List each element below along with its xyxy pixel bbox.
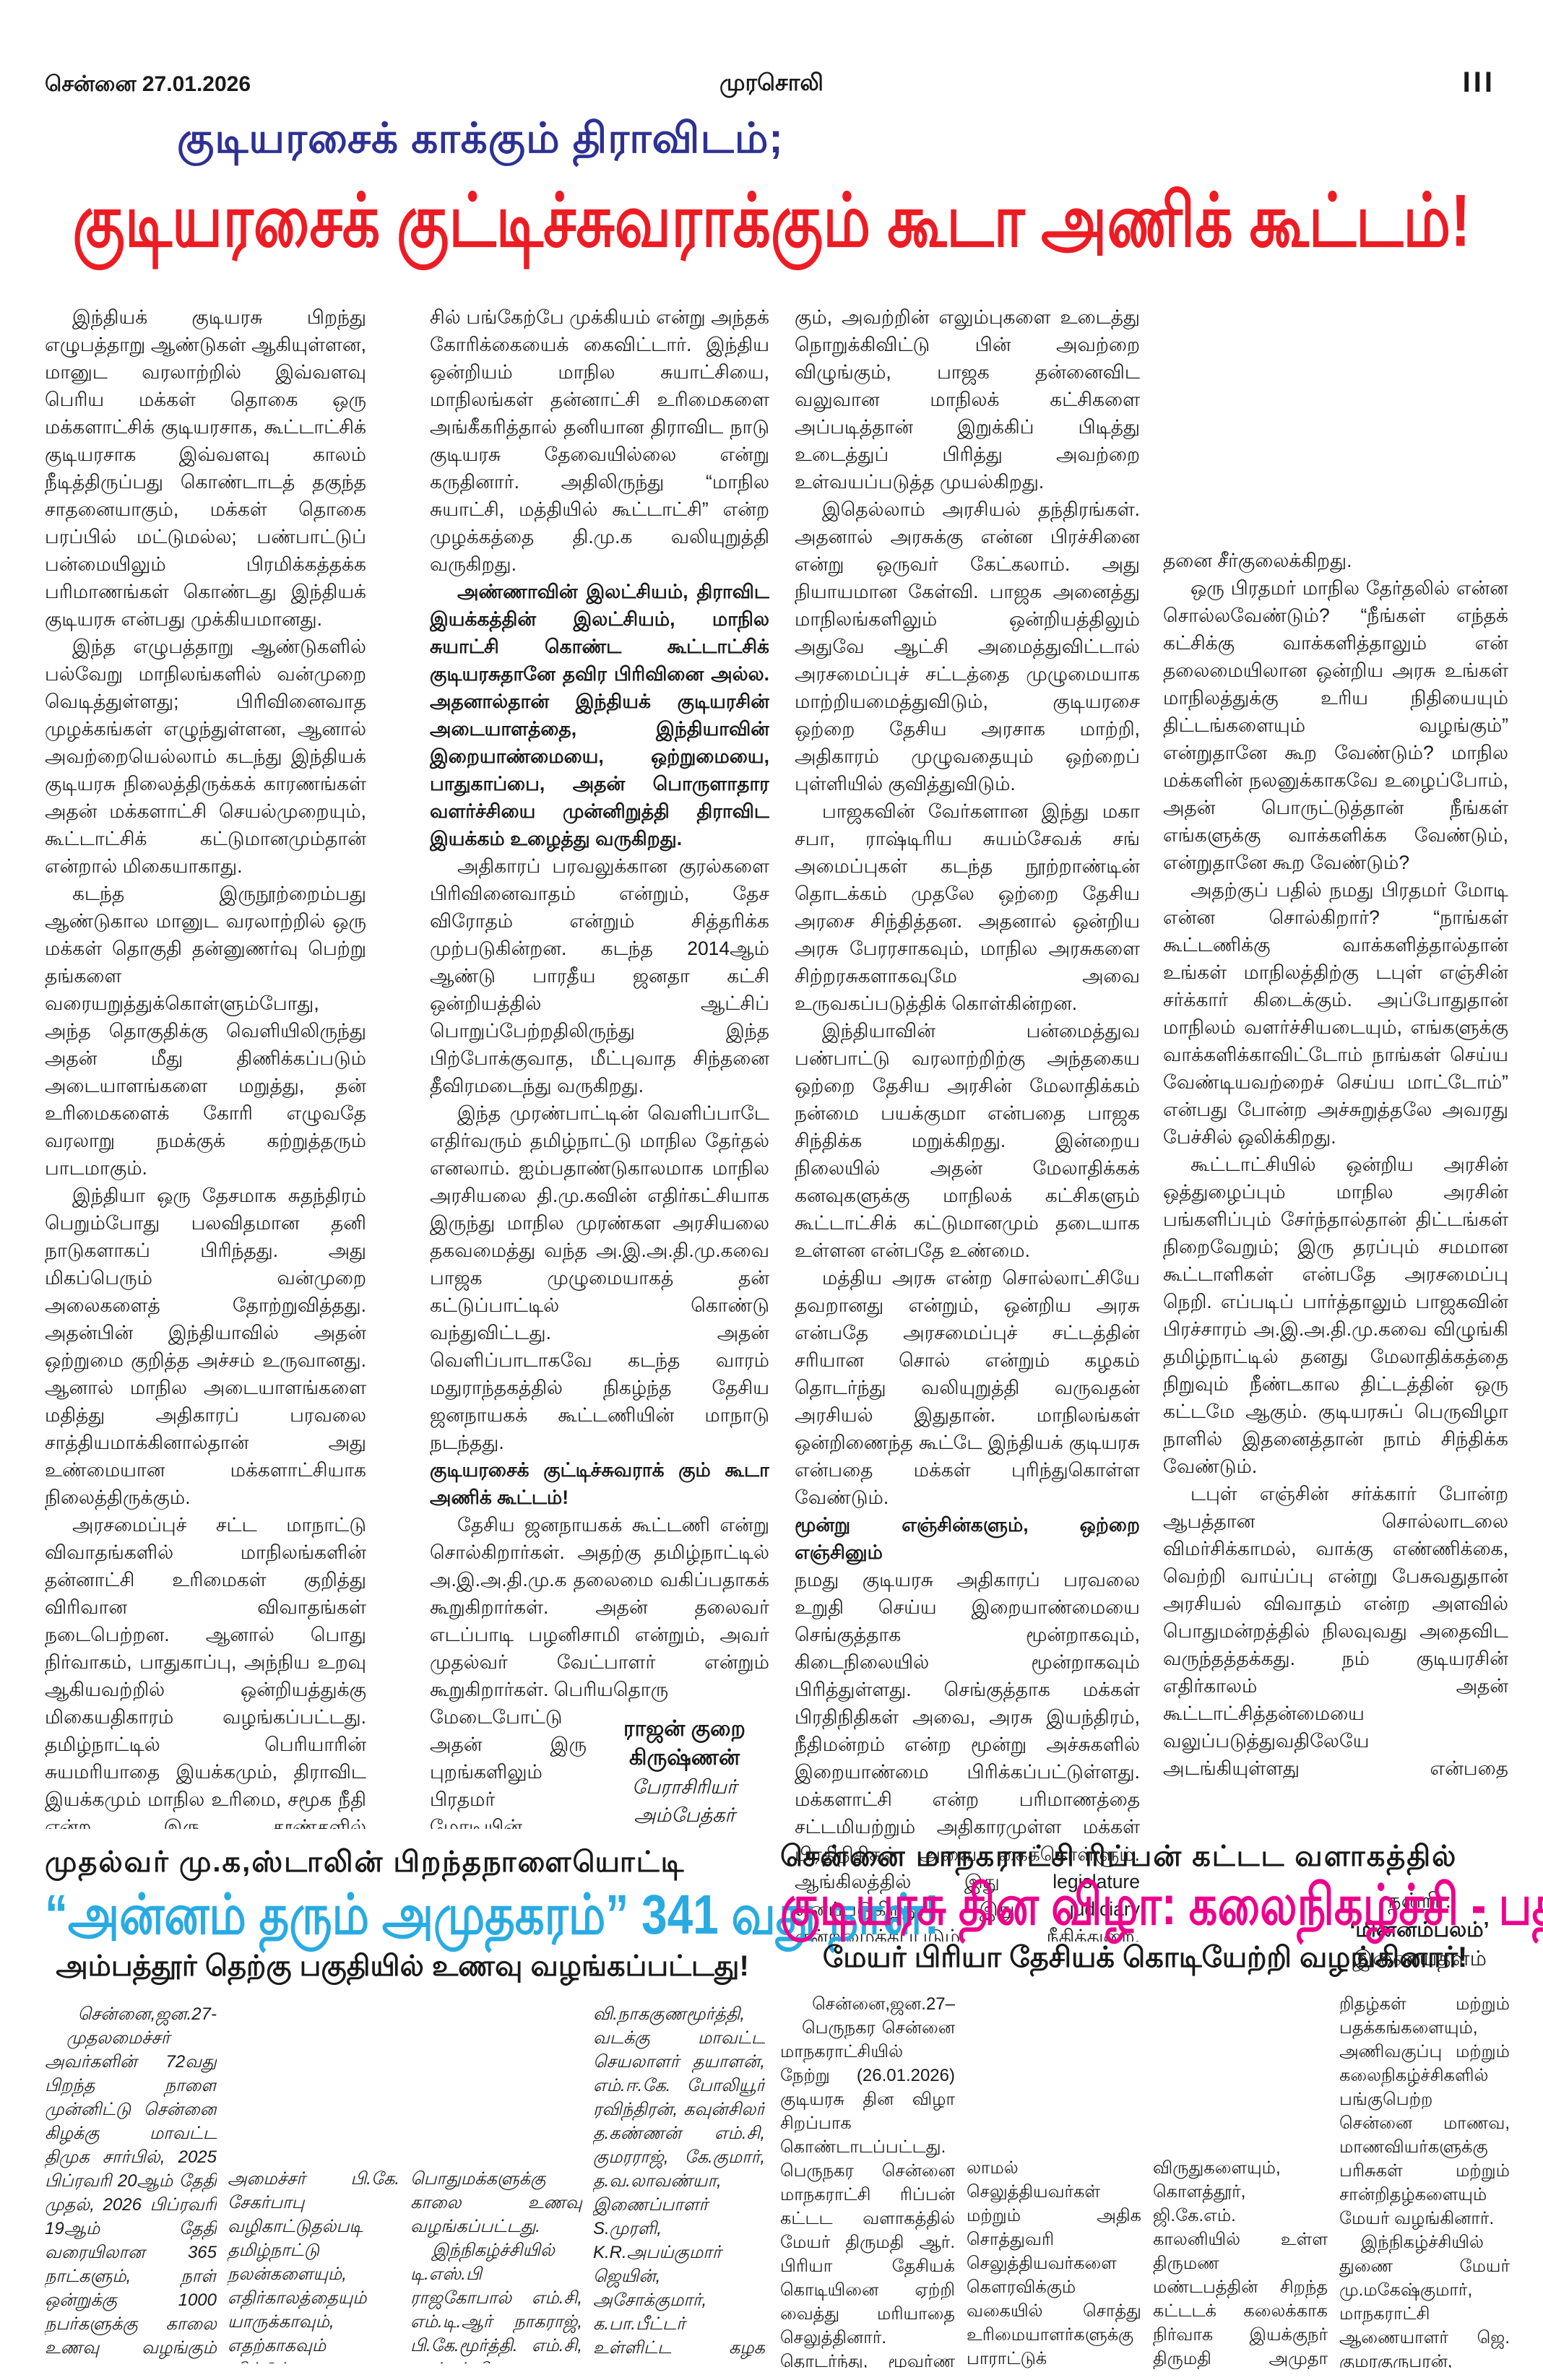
paragraph: முதலமைச்சர் அவர்களின் 72வது பிறந்த நாளை …: [45, 2028, 217, 2363]
article-column-2: சில் பங்கேற்பே முக்கியம் என்று அந்தக் கோ…: [430, 303, 769, 1829]
article-column-3: கும், அவற்றின் எலும்புகளை உடைத்து நொறுக்…: [795, 303, 1140, 1942]
paragraph: மத்திய அரசு என்ற சொல்லாட்சியே தவறானது என…: [795, 1267, 1140, 1508]
credit-source: ‘மின்னம்பலம்’: [1349, 1918, 1490, 1942]
article-subhead: மூன்று எஞ்சின்களும், ஒற்றை எஞ்சினும்: [795, 1514, 1140, 1563]
paragraph: தனை சீர்குலைக்கிறது.: [1163, 550, 1352, 571]
paragraph: பெருநகர சென்னை மாநகராட்சியில் நேற்று (26…: [780, 2018, 955, 2368]
paragraph: இந்தியா ஒரு தேசமாக சுதந்திரம் பெறும்போது…: [45, 1185, 366, 1508]
story-left-column-1: சென்னை,ஜன.27- முதலமைச்சர் அவர்களின் 72வது…: [45, 2002, 217, 2363]
story-left-column-3: பொதுமக்களுக்கு காலை உணவு வழங்கப்பட்டது. இ…: [410, 2167, 582, 2363]
story-left-kicker: முதல்வர் மு.க,ஸ்டாலின் பிறந்தநாளையொட்டி: [45, 1846, 686, 1878]
story-right-kicker: சென்னை மாநகராட்சி ரிப்பன் கட்டட வளாகத்தி…: [780, 1840, 1458, 1872]
story-left-subhead: அம்பத்தூர் தெற்கு பகுதியில் உணவு வழங்கப்…: [56, 1950, 749, 1982]
paragraph: அதிகாரப் பரவலுக்கான குரல்களை பிரிவினைவாத…: [430, 855, 769, 1096]
article-column-4: தனை சீர்குலைக்கிறது. ஒரு பிரதமர் மாநில தே…: [1163, 547, 1508, 1778]
paragraph: இந்நிகழ்ச்சியில் துணை மேயர் மு.மகேஷ்குமா…: [1339, 2233, 1510, 2368]
byline-role: பேராசிரியர்: [631, 1776, 738, 1798]
paragraph: இந்நிகழ்ச்சியில் டி.எஸ்.பி ராஜகோபால் எம்…: [410, 2241, 582, 2363]
paragraph: அரசமைப்புச் சட்ட மாநாட்டு விவாதங்களில் ம…: [45, 1514, 366, 1829]
page-number: III: [1462, 66, 1495, 98]
paragraph: இந்த முரண்பாட்டின் வெளிப்பாடே எதிர்வரும்…: [430, 1102, 769, 1453]
edition-date: சென்னை 27.01.2026: [45, 72, 251, 96]
paragraph: அமைச்சர் பி.கே. சேகர்பாபு வழிகாட்டுதல்பட…: [228, 2169, 399, 2363]
paragraph: கும், அவற்றின் எலும்புகளை உடைத்து நொறுக்…: [795, 306, 1140, 493]
main-kicker-headline: குடியரசைக் காக்கும் திராவிடம்;: [177, 115, 784, 162]
credit-medium: இணையதளம்: [1352, 1947, 1487, 1970]
story-left-column-2: அமைச்சர் பி.கே. சேகர்பாபு வழிகாட்டுதல்பட…: [228, 2167, 399, 2363]
article-subhead: அண்ணாவின் இலட்சியம், திராவிட இயக்கத்தின்…: [430, 581, 769, 849]
author-byline-box: ராஜன் குறை கிருஷ்ணன் பேராசிரியர் அம்பேத்கர…: [600, 1708, 769, 1829]
paragraph: வி.நாககுணமூர்த்தி, வடக்கு மாவட்ட செயலாளர…: [593, 2004, 765, 2363]
story-right-column-1: சென்னை,ஜன.27– பெருநகர சென்னை மாநகராட்சியி…: [780, 1992, 955, 2368]
story-right-column-4: றிதழ்கள் மற்றும் பதக்கங்களையும், அணிவகுப…: [1339, 1992, 1510, 2368]
article-credit: நன்றி : ‘மின்னம்பலம்’ இணையதளம்: [1329, 1887, 1510, 1973]
story-left-headline: “அன்னம் தரும் அமுதகரம்” 341 வது நாள்!: [45, 1883, 940, 1946]
paragraph: நமது குடியரசு அதிகாரப் பரவலை உறுதி செய்ய…: [795, 1569, 1140, 1942]
paragraph: இதெல்லாம் அரசியல் தந்திரங்கள். அதனால் அர…: [795, 498, 1140, 795]
byline-org: அம்பேத்கர் பல்கலைக் கழகம், புதுடெல்லி.: [634, 1804, 735, 1826]
paragraph: விருதுகளையும், கொளத்தூர், ஜி.கே.எம். கால…: [1153, 2158, 1328, 2368]
byline-name: ராஜன் குறை கிருஷ்ணன்: [623, 1717, 745, 1770]
dateline: சென்னை,ஜன.27–: [812, 1994, 955, 2014]
story-right-headline: குடியரசு தின விழா: கலைநிகழ்ச்சி - பதக்கங…: [780, 1874, 1543, 1937]
paragraph: பாஜகவின் வேர்களான இந்து மகா சபா, ராஷ்டிர…: [795, 800, 1140, 1014]
story-right-column-3: விருதுகளையும், கொளத்தூர், ஜி.கே.எம். கால…: [1153, 2156, 1328, 2369]
story-left-column-4: வி.நாககுணமூர்த்தி, வடக்கு மாவட்ட செயலாளர…: [593, 2002, 765, 2363]
article-subhead: குடியரசைக் குட்டிச்சுவராக் கும் கூடா அணி…: [430, 1459, 769, 1508]
paragraph: இந்த எழுபத்தாறு ஆண்டுகளில் பல்வேறு மாநில…: [45, 636, 366, 877]
masthead-title: முரசொலி: [719, 69, 824, 95]
paragraph: ஒரு பிரதமர் மாநில தேர்தலில் என்ன சொல்லவே…: [1163, 577, 1508, 873]
paragraph: றிதழ்கள் மற்றும் பதக்கங்களையும், அணிவகுப…: [1339, 1994, 1510, 2228]
paragraph: அதற்குப் பதில் நமது பிரதமர் மோடி என்ன சொ…: [1163, 879, 1508, 1148]
paragraph: மேடைபோட்டு அதன் இரு புறங்களிலும் பிரதமர்…: [430, 1706, 587, 1829]
paragraph: லாமல் செலுத்தியவர்கள் மற்றும் அதிக சொத்த…: [967, 2158, 1141, 2368]
paragraph: தேசிய ஜனநாயகக் கூட்டணி என்று சொல்கிறார்க…: [430, 1514, 769, 1700]
article-column-1: இந்தியக் குடியரசு பிறந்து எழுபத்தாறு ஆண்…: [45, 303, 366, 1829]
main-headline: குடியரசைக் குட்டிச்சுவராக்கும் கூடா அணிக…: [72, 180, 1471, 262]
dateline: சென்னை,ஜன.27-: [77, 2004, 217, 2024]
paragraph: டபுள் எஞ்சின் சர்க்கார் போன்ற ஆபத்தான சொ…: [1163, 1483, 1508, 1778]
paragraph: இந்தியக் குடியரசு பிறந்து எழுபத்தாறு ஆண்…: [45, 306, 366, 630]
paragraph: கடந்த இருநூற்றைம்பது ஆண்டுகால மானுட வரலா…: [45, 883, 366, 1179]
paragraph: சில் பங்கேற்பே முக்கியம் என்று அந்தக் கோ…: [430, 306, 769, 575]
paragraph: பொதுமக்களுக்கு காலை உணவு வழங்கப்பட்டது.: [410, 2169, 582, 2236]
story-right-column-2: லாமல் செலுத்தியவர்கள் மற்றும் அதிக சொத்த…: [967, 2156, 1141, 2369]
paragraph: கூட்டாட்சியில் ஒன்றிய அரசின் ஒத்துழைப்பு…: [1163, 1154, 1508, 1477]
story-right-subhead: மேயர் பிரியா தேசியக் கொடியேற்றி வழங்கினா…: [822, 1942, 1468, 1973]
credit-thanks-label: நன்றி :: [1388, 1890, 1451, 1913]
paragraph: இந்தியாவின் பன்மைத்துவ பண்பாட்டு வரலாற்ற…: [795, 1020, 1140, 1261]
